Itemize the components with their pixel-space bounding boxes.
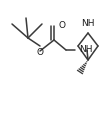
- Text: O: O: [59, 21, 66, 30]
- Text: O: O: [36, 48, 44, 57]
- Text: NH: NH: [79, 44, 92, 53]
- Text: NH: NH: [81, 19, 95, 28]
